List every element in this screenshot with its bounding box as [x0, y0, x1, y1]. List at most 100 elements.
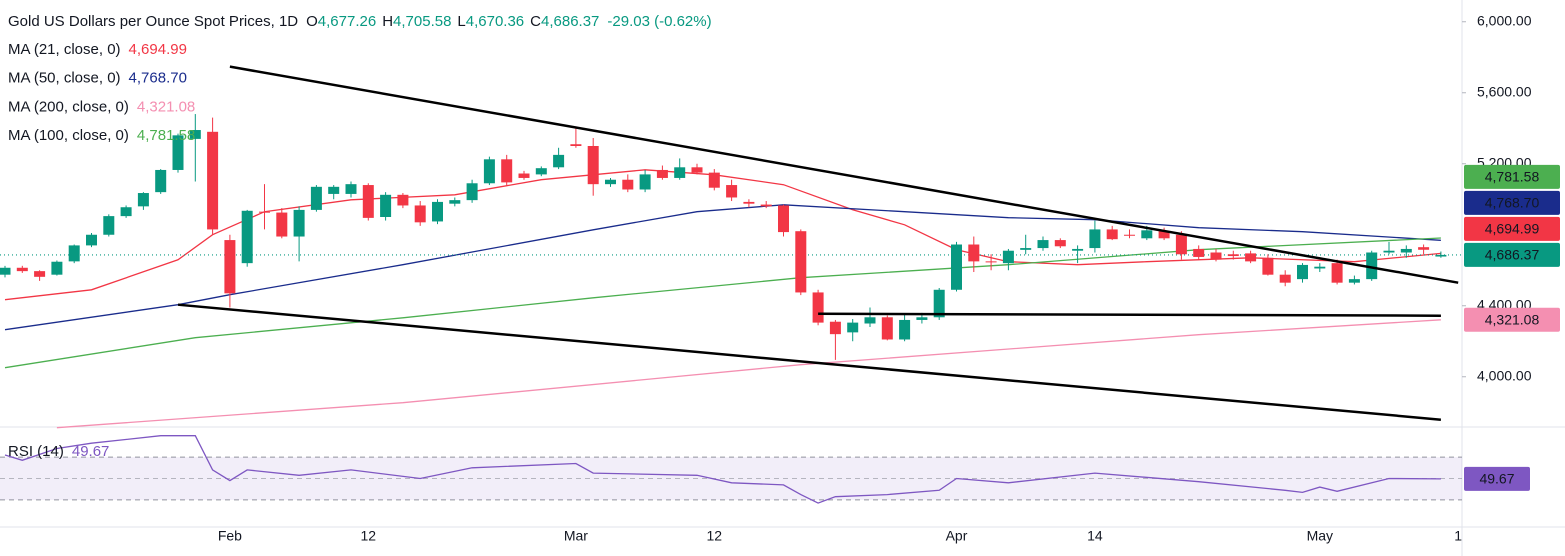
candle-body — [916, 317, 928, 320]
candle-body — [1348, 279, 1360, 283]
candle-body — [778, 205, 789, 233]
legend-entry: MA (100, close, 0) 4,781.58 — [8, 127, 195, 144]
candle-body — [1418, 247, 1430, 250]
candle-body — [847, 322, 859, 333]
legend-name: MA (200, close, 0) — [8, 98, 129, 115]
legend-name: MA (100, close, 0) — [8, 127, 129, 144]
trendline — [229, 65, 1459, 284]
rsi-label-box — [1464, 466, 1530, 491]
candle-body — [864, 317, 876, 324]
candle-body — [397, 194, 409, 206]
price-label: 4,781.58 — [1485, 169, 1540, 185]
candle-body — [483, 159, 495, 184]
candle-body — [1366, 252, 1378, 280]
candle-body — [985, 261, 997, 263]
candle-body — [224, 240, 236, 294]
price-change: -29.03 (-0.62%) — [607, 13, 711, 30]
candle-body — [34, 271, 46, 277]
candle-body — [172, 135, 184, 170]
candle-body — [328, 186, 340, 194]
candle-body — [449, 200, 461, 204]
candle-body — [587, 146, 599, 185]
candle-body — [345, 184, 357, 194]
chart-title: Gold US Dollars per Ounce Spot Prices, 1… — [8, 13, 298, 30]
moving-average — [4, 169, 1441, 301]
rsi-name: RSI (14) — [8, 443, 64, 460]
header: Gold US Dollars per Ounce Spot Prices, 1… — [8, 13, 712, 30]
price-label-box — [1464, 190, 1560, 215]
candle-body — [68, 245, 80, 262]
candle-body — [310, 186, 322, 210]
x-tick-label: Apr — [946, 528, 968, 544]
candle-body — [933, 289, 945, 318]
candle-body — [518, 173, 530, 178]
y-tick-label: 6,000.00 — [1477, 12, 1532, 28]
x-tick-label: 12 — [361, 528, 377, 544]
candle-body — [881, 317, 893, 340]
candle-body — [1089, 229, 1101, 249]
candle-body — [1279, 274, 1291, 283]
candle-body — [1227, 254, 1239, 257]
ohlc-key: C — [530, 13, 541, 30]
rsi-line — [4, 435, 1441, 504]
price-label: 4,694.99 — [1485, 221, 1540, 237]
legend-value: 4,694.99 — [129, 41, 187, 58]
candle-body — [639, 174, 651, 190]
trendline — [818, 312, 1441, 317]
ohlc-key: O — [306, 13, 318, 30]
moving-average — [4, 237, 1441, 369]
candle-body — [1435, 254, 1447, 257]
candle-body — [1124, 234, 1135, 236]
legend-value: 4,768.70 — [129, 70, 187, 87]
candle-body — [1262, 257, 1274, 275]
candle-body — [812, 292, 824, 323]
candle-body — [414, 205, 426, 223]
candle-body — [1314, 266, 1326, 269]
price-label-box — [1464, 216, 1560, 241]
candle-body — [380, 194, 392, 217]
trendline — [177, 303, 1442, 421]
candle-body — [189, 130, 201, 139]
candle-body — [708, 172, 720, 188]
candle-body — [1072, 248, 1084, 251]
rsi-legend: RSI (14) 49.67 — [8, 443, 109, 460]
price-label-box — [1464, 164, 1560, 189]
candle-body — [241, 210, 253, 264]
x-tick-label: Feb — [218, 528, 242, 544]
candle-body — [155, 169, 167, 193]
candle-body — [570, 144, 582, 146]
candle-body — [86, 234, 97, 246]
legend-name: MA (50, close, 0) — [8, 70, 121, 87]
price-label: 4,768.70 — [1485, 195, 1540, 211]
ohlc-value: 4,705.58 — [393, 13, 451, 30]
candle-body — [1210, 252, 1222, 260]
candle-body — [1020, 248, 1032, 250]
rsi-label: 49.67 — [1479, 471, 1514, 487]
x-tick-label: 1 — [1454, 528, 1462, 544]
x-tick-label: May — [1307, 528, 1333, 544]
candle-body — [535, 168, 547, 175]
candle-body — [293, 209, 305, 237]
legend-entry: MA (200, close, 0) 4,321.08 — [8, 98, 195, 115]
candle-body — [1158, 231, 1170, 239]
candle-body — [1297, 264, 1308, 280]
legend-name: MA (21, close, 0) — [8, 41, 121, 58]
candle-body — [1331, 263, 1343, 283]
candle-body — [137, 193, 149, 207]
candle-body — [16, 267, 28, 272]
candle-body — [1175, 234, 1187, 255]
candle-body — [622, 179, 634, 190]
candle-body — [899, 319, 911, 340]
candle-body — [276, 212, 288, 237]
rsi-value: 49.67 — [72, 443, 110, 460]
ohlc-value: 4,686.37 — [541, 13, 599, 30]
candle-body — [51, 261, 63, 275]
legend-entry: MA (50, close, 0) 4,768.70 — [8, 70, 187, 87]
candle-body — [1037, 240, 1049, 249]
candle-body — [1193, 248, 1205, 257]
candle-body — [743, 201, 755, 204]
candle-body — [829, 321, 841, 335]
y-tick-label: 5,600.00 — [1477, 83, 1532, 99]
candle-body — [466, 183, 478, 201]
